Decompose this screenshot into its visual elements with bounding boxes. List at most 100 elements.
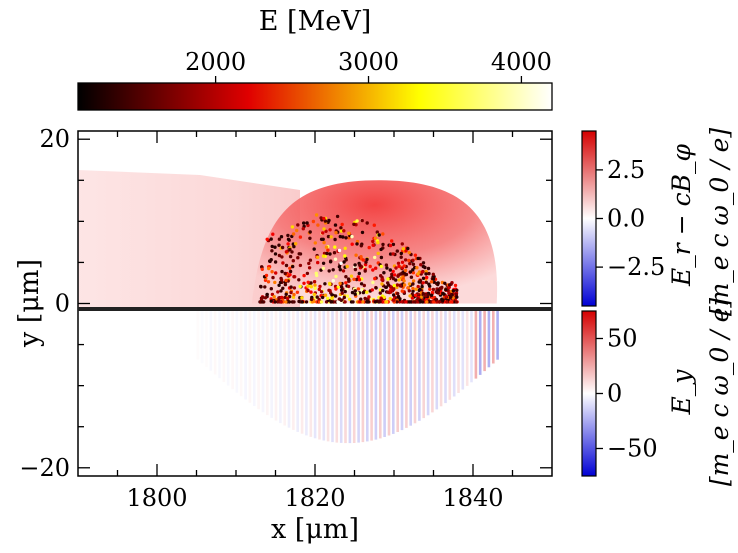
particle xyxy=(371,239,375,244)
particle xyxy=(279,235,284,239)
particle xyxy=(269,258,273,262)
particle xyxy=(273,252,278,256)
ey-stripe xyxy=(218,304,221,379)
particle xyxy=(324,245,329,249)
particle xyxy=(272,295,276,299)
particle xyxy=(388,297,392,301)
particle xyxy=(291,259,295,263)
particle xyxy=(331,279,335,283)
particle xyxy=(421,261,426,265)
particle xyxy=(350,290,355,295)
particle xyxy=(344,275,348,279)
energy-colorbar-label: E [MeV] xyxy=(259,6,371,37)
colorbar-tick-label: 0 xyxy=(607,380,622,408)
x-axis-label: x [μm] xyxy=(271,514,359,545)
particle xyxy=(295,228,299,233)
particle xyxy=(431,296,435,300)
particle xyxy=(406,246,410,251)
particle xyxy=(340,291,344,295)
particle xyxy=(277,243,281,247)
ey-stripe xyxy=(348,310,352,444)
particle xyxy=(339,285,344,289)
x-tick-label: 1820 xyxy=(284,484,345,512)
particle xyxy=(391,252,395,256)
particle xyxy=(330,293,334,297)
upper-colorbar-gradient xyxy=(581,130,597,307)
particle xyxy=(392,287,396,291)
ey-stripe xyxy=(244,310,247,400)
particle xyxy=(386,277,390,281)
ey-stripe xyxy=(300,310,304,434)
particle xyxy=(327,218,331,223)
particle xyxy=(445,300,449,304)
particle xyxy=(379,255,384,260)
ey-stripe xyxy=(335,310,339,443)
particle xyxy=(410,296,415,300)
particle xyxy=(380,278,384,282)
particle xyxy=(388,243,393,248)
particle xyxy=(320,295,325,300)
particle xyxy=(313,241,317,245)
energy-tick-label: 2000 xyxy=(185,48,246,76)
particle xyxy=(376,240,380,245)
particle xyxy=(322,251,327,256)
colorbar-tick-label: −50 xyxy=(607,435,658,463)
ey-stripe xyxy=(210,304,213,371)
particle xyxy=(273,245,277,249)
particle xyxy=(453,283,458,288)
particle xyxy=(322,227,326,231)
particle xyxy=(292,275,296,279)
ey-stripe xyxy=(339,310,343,443)
energy-tick-label: 3000 xyxy=(338,48,399,76)
particle xyxy=(325,251,329,256)
particle xyxy=(455,288,459,292)
particle xyxy=(329,235,333,239)
x-tick-label: 1800 xyxy=(126,484,187,512)
particle xyxy=(362,283,366,288)
particle xyxy=(388,268,392,272)
particle xyxy=(402,279,406,283)
particle xyxy=(269,237,273,241)
particle xyxy=(377,233,381,237)
particle xyxy=(269,299,273,303)
ey-stripe xyxy=(400,310,404,431)
ey-stripe xyxy=(248,310,252,403)
particle xyxy=(400,260,405,264)
particle xyxy=(304,300,309,304)
particle xyxy=(382,295,386,299)
particle xyxy=(424,272,428,276)
particle xyxy=(408,270,413,274)
particle xyxy=(384,263,389,267)
particle xyxy=(349,274,354,278)
particle xyxy=(343,300,347,304)
lower-colorbar-gradient xyxy=(581,310,597,477)
ey-stripe xyxy=(457,310,460,393)
ey-stripe xyxy=(435,310,439,410)
y-tick-label: −20 xyxy=(19,454,70,482)
particle xyxy=(340,288,344,292)
particle xyxy=(279,289,283,293)
x-tick-label: 1840 xyxy=(442,484,503,512)
particle xyxy=(413,300,417,304)
particle xyxy=(421,291,425,296)
particle xyxy=(263,296,268,300)
ey-stripe xyxy=(223,304,226,382)
particle xyxy=(403,268,408,273)
particle xyxy=(358,300,362,304)
particle xyxy=(407,250,411,255)
particle xyxy=(338,234,342,239)
particle xyxy=(358,263,362,267)
particle xyxy=(334,231,338,235)
particle xyxy=(280,245,285,250)
particle xyxy=(344,236,348,240)
particle xyxy=(363,296,367,301)
particle xyxy=(374,266,378,270)
particle xyxy=(435,290,439,294)
particle xyxy=(416,284,420,289)
wake-region xyxy=(78,135,300,308)
particle xyxy=(382,271,386,275)
particle xyxy=(271,275,275,280)
particle xyxy=(309,281,313,285)
particle xyxy=(427,271,431,276)
particle xyxy=(419,263,423,267)
